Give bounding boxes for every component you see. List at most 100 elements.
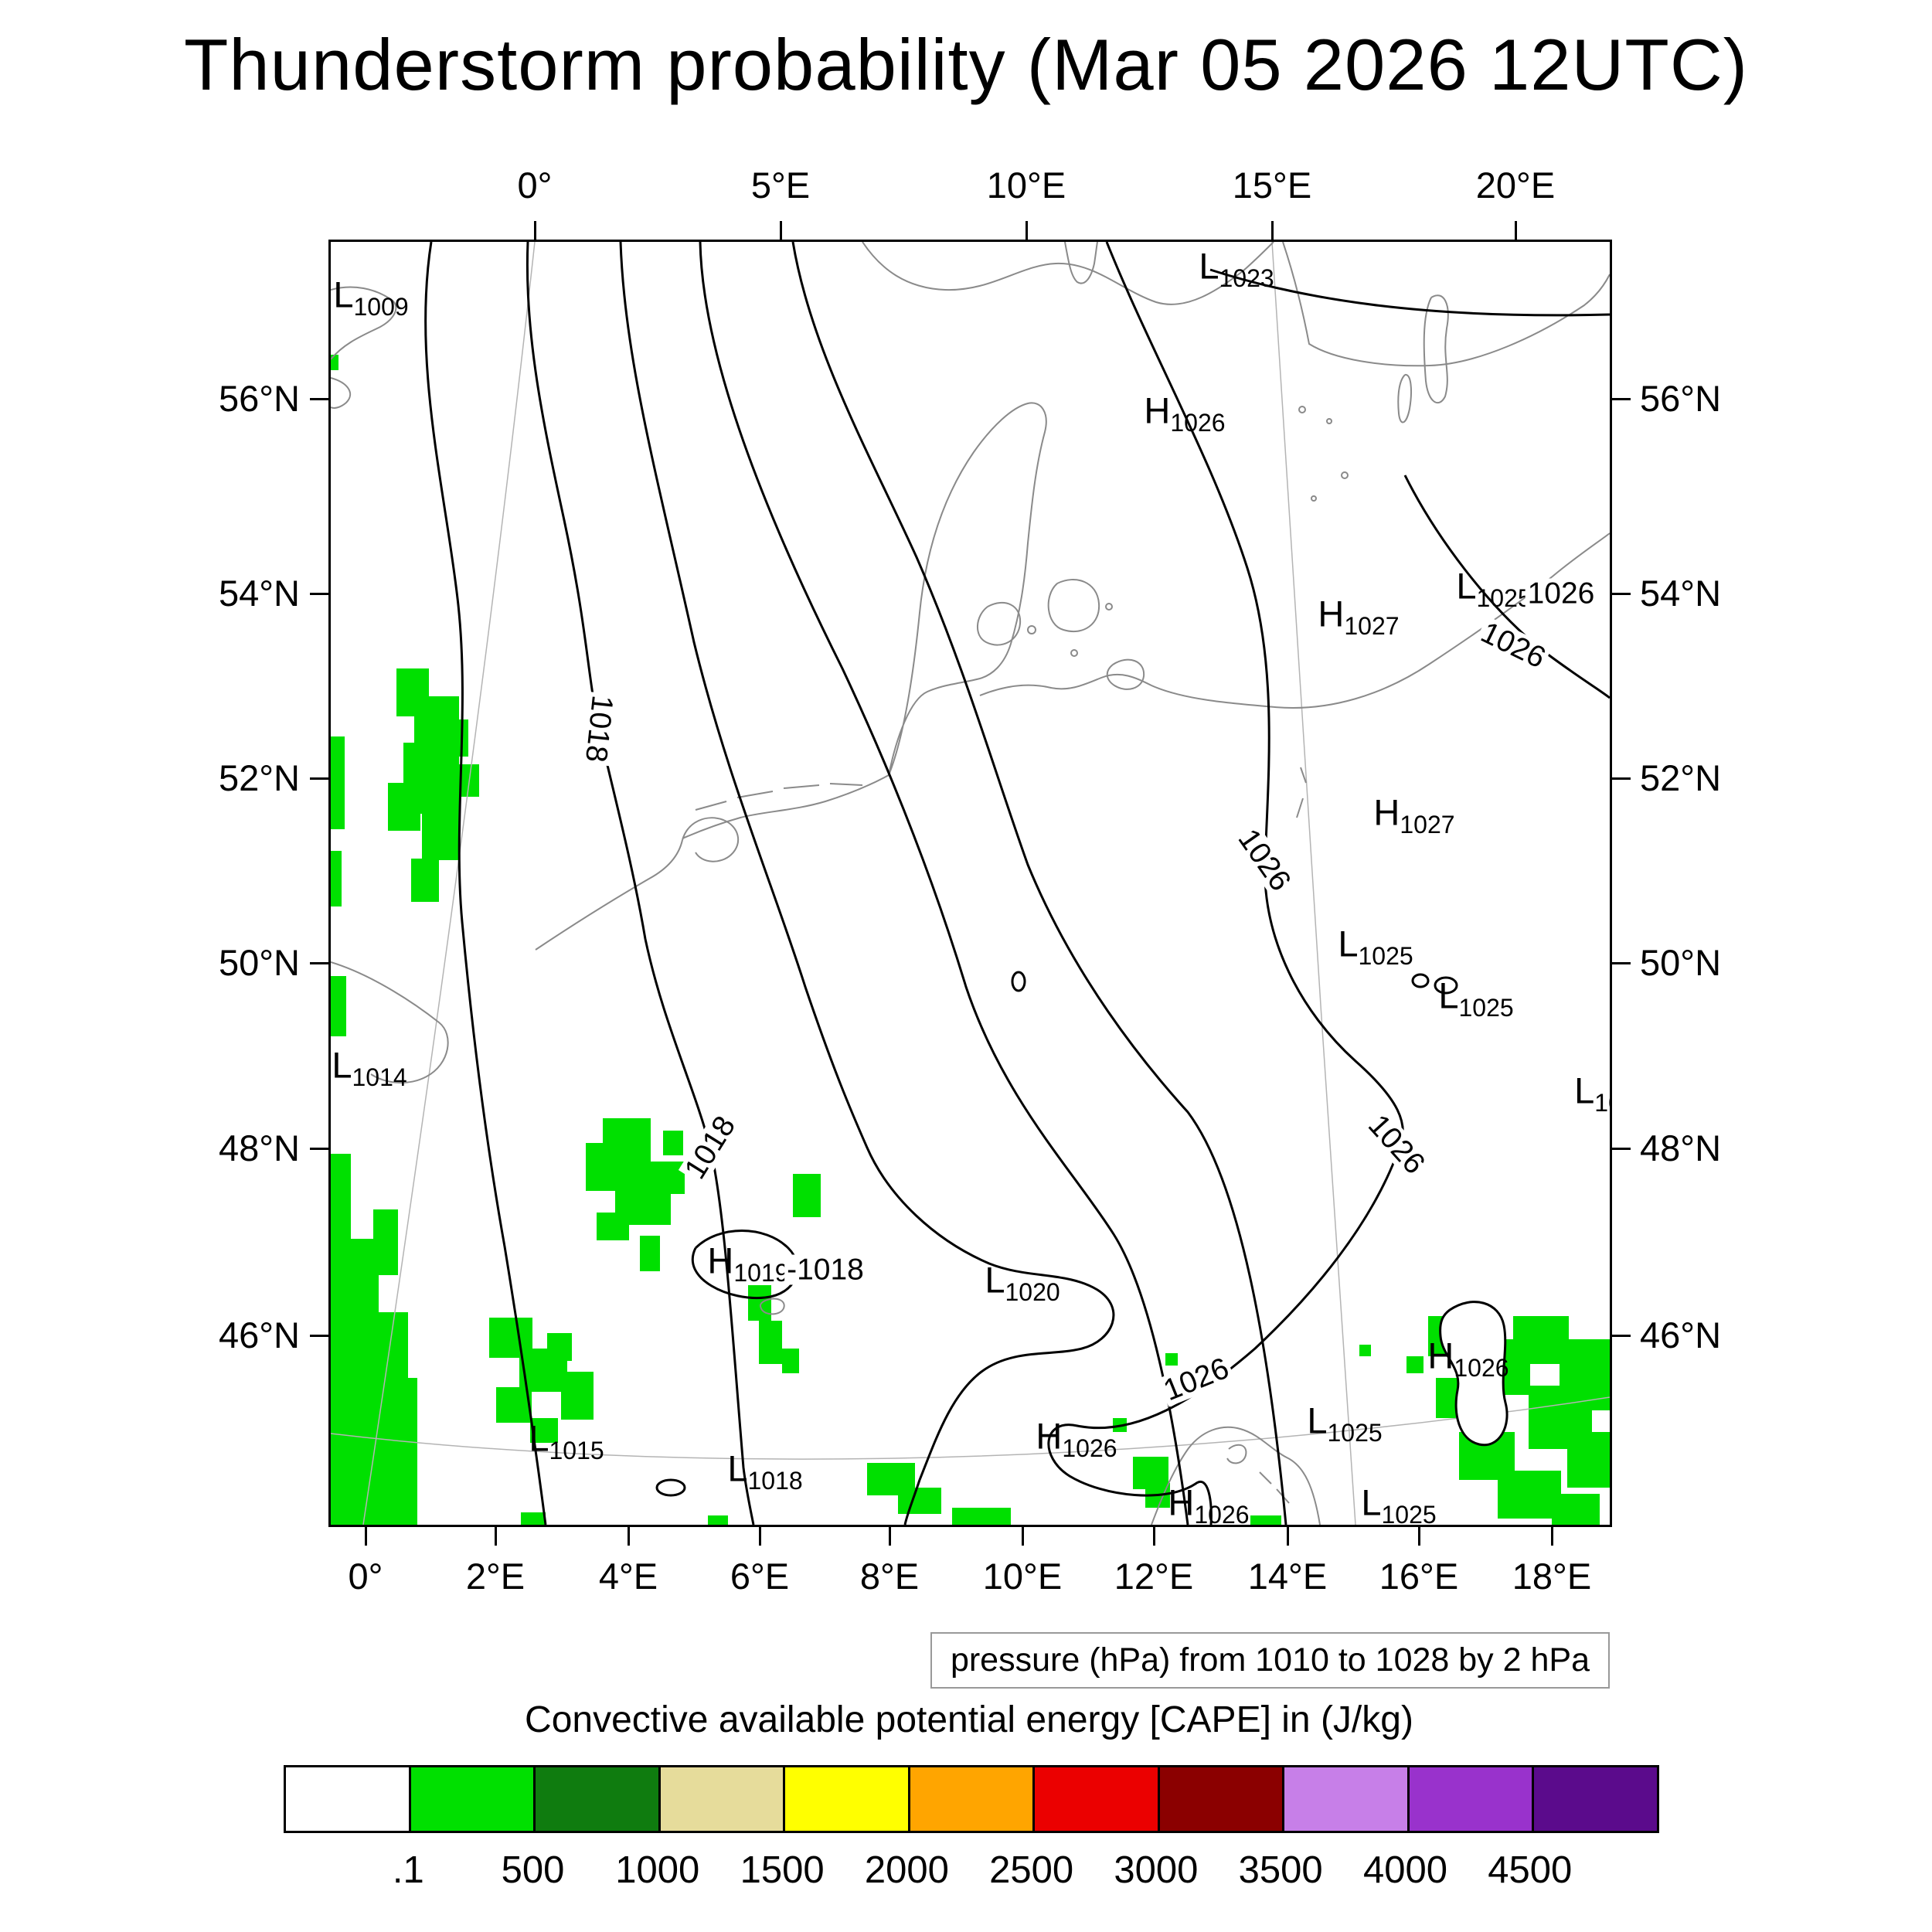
pressure-center-label: L1025 — [1338, 923, 1413, 970]
pressure-value: 1025 — [1458, 993, 1514, 1022]
top-axis-tick — [780, 221, 782, 240]
colorbar-tick-label: .1 — [392, 1849, 424, 1891]
pressure-value: 1027 — [1344, 611, 1400, 640]
bottom-axis-tick — [759, 1527, 761, 1546]
colorbar-segment — [1284, 1767, 1410, 1831]
contour-label: 1026 — [1474, 615, 1553, 675]
colorbar-segment — [1534, 1767, 1658, 1831]
top-axis-tick — [1271, 221, 1274, 240]
pressure-value: 1018 — [747, 1466, 803, 1495]
left-axis-tick — [310, 777, 328, 780]
pressure-value: 1019 — [733, 1258, 789, 1287]
colorbar-segment — [660, 1767, 786, 1831]
colorbar-segment — [410, 1767, 536, 1831]
colorbar-tick-label: 500 — [501, 1849, 565, 1891]
page-title: Thunderstorm probability (Mar 05 2026 12… — [183, 24, 1749, 105]
pressure-center-label: L1018 — [727, 1447, 803, 1495]
right-axis-label: 56°N — [1640, 378, 1722, 419]
colorbar — [284, 1765, 1659, 1833]
colorbar-tick-label: 4000 — [1362, 1849, 1447, 1891]
right-axis-label: 52°N — [1640, 757, 1722, 798]
pressure-value: 1020 — [1005, 1277, 1060, 1306]
left-axis-tick — [310, 593, 328, 595]
pressure-center-label: L10 — [1574, 1072, 1610, 1115]
right-axis-label: 46°N — [1640, 1315, 1722, 1355]
right-axis-label: 50°N — [1640, 942, 1722, 983]
pressure-range-caption: pressure (hPa) from 1010 to 1028 by 2 hP… — [930, 1632, 1610, 1689]
bottom-axis-label: 2°E — [465, 1556, 526, 1597]
right-axis-tick — [1612, 398, 1631, 400]
pressure-value: 1026 — [1454, 1353, 1509, 1382]
pressure-value: 1026 — [1194, 1500, 1250, 1525]
pressure-value: 1023 — [1219, 264, 1274, 292]
bottom-axis-label: 12°E — [1114, 1556, 1194, 1597]
pressure-center-label: H1026 — [1036, 1415, 1117, 1462]
colorbar-segment — [1159, 1767, 1285, 1831]
colorbar-segment — [1409, 1767, 1535, 1831]
colorbar-segment — [286, 1767, 411, 1831]
colorbar-tick-label: 1500 — [740, 1849, 825, 1891]
bottom-axis-tick — [1153, 1527, 1155, 1546]
graticule-lines — [331, 242, 1610, 1525]
colorbar-title: Convective available potential energy [C… — [525, 1699, 1413, 1740]
pressure-center-label: L1025 — [1361, 1484, 1437, 1525]
left-axis-tick — [310, 1335, 328, 1337]
bottom-axis-label: 14°E — [1247, 1556, 1328, 1597]
top-axis-label: 10°E — [986, 165, 1066, 206]
left-axis-label: 46°N — [218, 1315, 300, 1355]
pressure-value: 1025 — [1381, 1500, 1437, 1525]
left-axis-label: 50°N — [218, 942, 300, 983]
bottom-axis-label: 10°E — [982, 1556, 1063, 1597]
map-canvas — [331, 242, 1610, 1525]
top-axis-tick — [1515, 221, 1517, 240]
pressure-center-label: L1009 — [333, 274, 409, 321]
left-axis-tick — [310, 1148, 328, 1150]
right-axis-tick — [1612, 593, 1631, 595]
map-labels-layer: L1009 L1023 H1026 H1027 L1025 H1027 L1025 L1025… — [331, 242, 1610, 1525]
right-axis-tick — [1612, 962, 1631, 964]
pressure-value: 1026 — [1170, 408, 1226, 437]
pressure-center-label: L1015 — [529, 1417, 604, 1464]
contour-label: 1026 — [1361, 1107, 1432, 1182]
bottom-axis-label: 18°E — [1512, 1556, 1592, 1597]
pressure-value: 1015 — [549, 1436, 604, 1464]
pressure-center-label: L1014 — [332, 1044, 407, 1091]
bottom-axis-label: 16°E — [1379, 1556, 1459, 1597]
pressure-center-label: H1026 — [1144, 389, 1226, 437]
left-axis-tick — [310, 962, 328, 964]
colorbar-tick-label: 1000 — [615, 1849, 700, 1891]
left-axis-label: 52°N — [218, 757, 300, 798]
top-axis-tick — [1026, 221, 1028, 240]
right-axis-label: 48°N — [1640, 1128, 1722, 1168]
contour-label: 1026 — [1231, 821, 1298, 899]
top-axis-label: 5°E — [750, 165, 811, 206]
pressure-value: 1025 — [1476, 583, 1532, 612]
colorbar-tick-label: 3500 — [1238, 1849, 1323, 1891]
bottom-axis-label: 6°E — [730, 1556, 790, 1597]
contour-label: 1018 — [579, 691, 619, 767]
pressure-center-label: H1019 — [707, 1240, 789, 1287]
pressure-value: 1014 — [352, 1063, 407, 1091]
left-axis-label: 54°N — [218, 573, 300, 614]
bottom-axis-label: 8°E — [859, 1556, 920, 1597]
left-axis-tick — [310, 398, 328, 400]
pressure-value: 1027 — [1400, 810, 1455, 838]
colorbar-tick-label: 3000 — [1114, 1849, 1199, 1891]
colorbar-tick-label: 4500 — [1488, 1849, 1573, 1891]
contour-label: 1018 — [678, 1109, 743, 1186]
colorbar-segment — [910, 1767, 1036, 1831]
bottom-axis-tick — [1418, 1527, 1420, 1546]
bottom-axis-tick — [365, 1527, 367, 1546]
right-axis-tick — [1612, 1335, 1631, 1337]
right-axis-tick — [1612, 777, 1631, 780]
pressure-value: 1009 — [353, 292, 409, 321]
bottom-axis-tick — [628, 1527, 630, 1546]
map: L1009 L1023 H1026 H1027 L1025 H1027 L1025 L1025… — [219, 165, 1721, 1597]
pressure-center-label: L1025 — [1307, 1400, 1383, 1447]
pressure-center-label: H1027 — [1318, 593, 1400, 640]
bottom-axis-label: 0° — [348, 1556, 383, 1597]
right-axis-tick — [1612, 1148, 1631, 1150]
pressure-center-label: H1026 — [1427, 1335, 1509, 1382]
pressure-value: 1026 — [1062, 1434, 1117, 1462]
bottom-axis-tick — [889, 1527, 891, 1546]
